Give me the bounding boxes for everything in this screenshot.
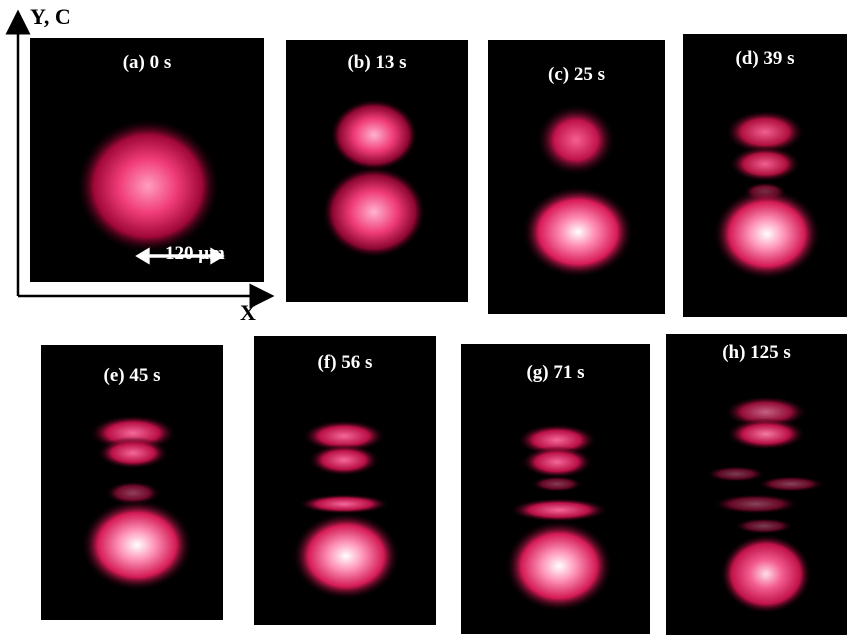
panel-c: (c) 25 s [488,40,665,314]
panel-label-f: (f) 56 s [317,352,373,373]
glow-image-e [81,415,193,591]
panel-h: (h) 125 s [666,334,847,635]
y-axis-label: Y, C [30,4,71,29]
x-axis-label: X [240,300,256,325]
panel-d: (d) 39 s [683,34,847,317]
panel-label-h: (h) 125 s [722,342,791,363]
panel-label-e: (e) 45 s [103,365,161,386]
glow-image-c [522,104,634,278]
panel-e: (e) 45 s [41,345,223,620]
panel-label-g: (g) 71 s [526,362,585,383]
panel-label-a: (a) 0 s [122,52,172,73]
panel-label-d: (d) 39 s [735,48,795,69]
double-arrow-icon [135,247,225,265]
glow-image-b [322,99,426,258]
panel-g: (g) 71 s [461,344,650,634]
glow-image-a [76,118,220,254]
scale-bar-label: 120 μm [165,243,225,264]
panel-b: (b) 13 s [286,40,468,302]
glow-image-f [292,420,400,600]
panel-a: (a) 0 s 120 μm [30,38,264,282]
scale-bar: 120 μm [95,243,264,269]
glow-image-h [706,396,825,614]
panel-f: (f) 56 s [254,336,436,625]
glow-image-g [505,424,613,612]
panel-label-c: (c) 25 s [548,64,605,85]
panel-label-b: (b) 13 s [347,52,407,73]
glow-image-d [713,110,821,280]
